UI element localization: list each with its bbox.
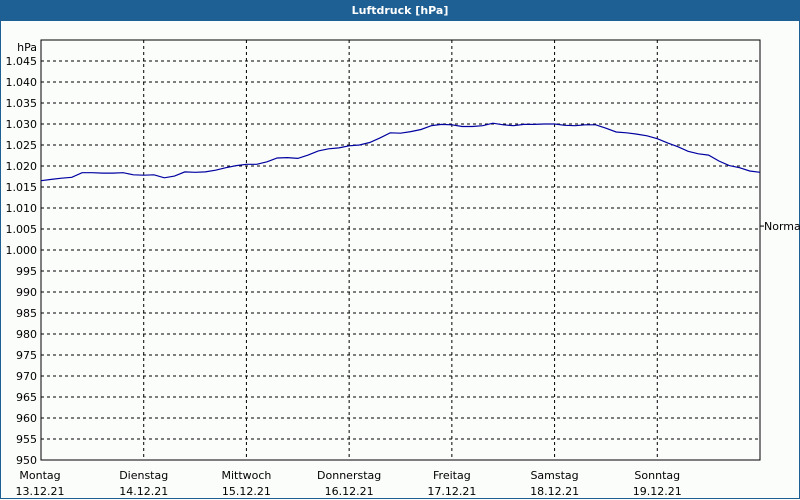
y-tick-label: 985 [16,307,37,320]
y-tick-label: 990 [16,286,37,299]
y-tick-label: 1.000 [6,244,38,257]
x-tick-date: 15.12.21 [222,485,271,498]
y-tick-label: 1.035 [6,97,38,110]
x-tick-date: 19.12.21 [633,485,682,498]
y-tick-label: 995 [16,265,37,278]
x-tick-day: Mittwoch [221,469,271,482]
x-tick-date: 17.12.21 [427,485,476,498]
x-tick-day: Samstag [530,469,578,482]
x-tick-date: 13.12.21 [16,485,65,498]
grid-lines [41,40,760,460]
y-axis-unit-label: hPa [17,41,37,54]
y-tick-label: 955 [16,433,37,446]
x-tick-day: Dienstag [119,469,168,482]
y-tick-label: 950 [16,454,37,467]
x-tick-day: Montag [19,469,60,482]
x-tick-day: Freitag [433,469,471,482]
x-axis-ticks: Montag 13.12.21 Dienstag 14.12.21 Mittwoch 15… [16,469,682,498]
y-tick-label: 1.045 [6,55,38,68]
x-tick-date: 18.12.21 [530,485,579,498]
y-axis-ticks: 950 955 960 965 970 975 980 985 990 995 1.000 1.005… [6,55,38,467]
window-title: Luftdruck [hPa] [0,0,800,21]
y-tick-label: 975 [16,349,37,362]
y-tick-label: 970 [16,370,37,383]
x-tick-date: 14.12.21 [119,485,168,498]
x-tick-day: Donnerstag [317,469,381,482]
y-tick-label: 1.020 [6,160,38,173]
y-tick-label: 1.030 [6,118,38,131]
y-tick-label: 980 [16,328,37,341]
y-tick-label: 1.015 [6,181,38,194]
x-tick-date: 16.12.21 [325,485,374,498]
normal-label: Normal [764,220,800,233]
y-tick-label: 965 [16,391,37,404]
x-tick-day: Sonntag [634,469,680,482]
y-tick-label: 1.025 [6,139,38,152]
y-tick-label: 1.040 [6,76,38,89]
y-tick-label: 960 [16,412,37,425]
y-tick-label: 1.010 [6,202,38,215]
plot-frame [40,39,761,461]
pressure-line [40,122,761,182]
y-tick-label: 1.005 [6,223,38,236]
